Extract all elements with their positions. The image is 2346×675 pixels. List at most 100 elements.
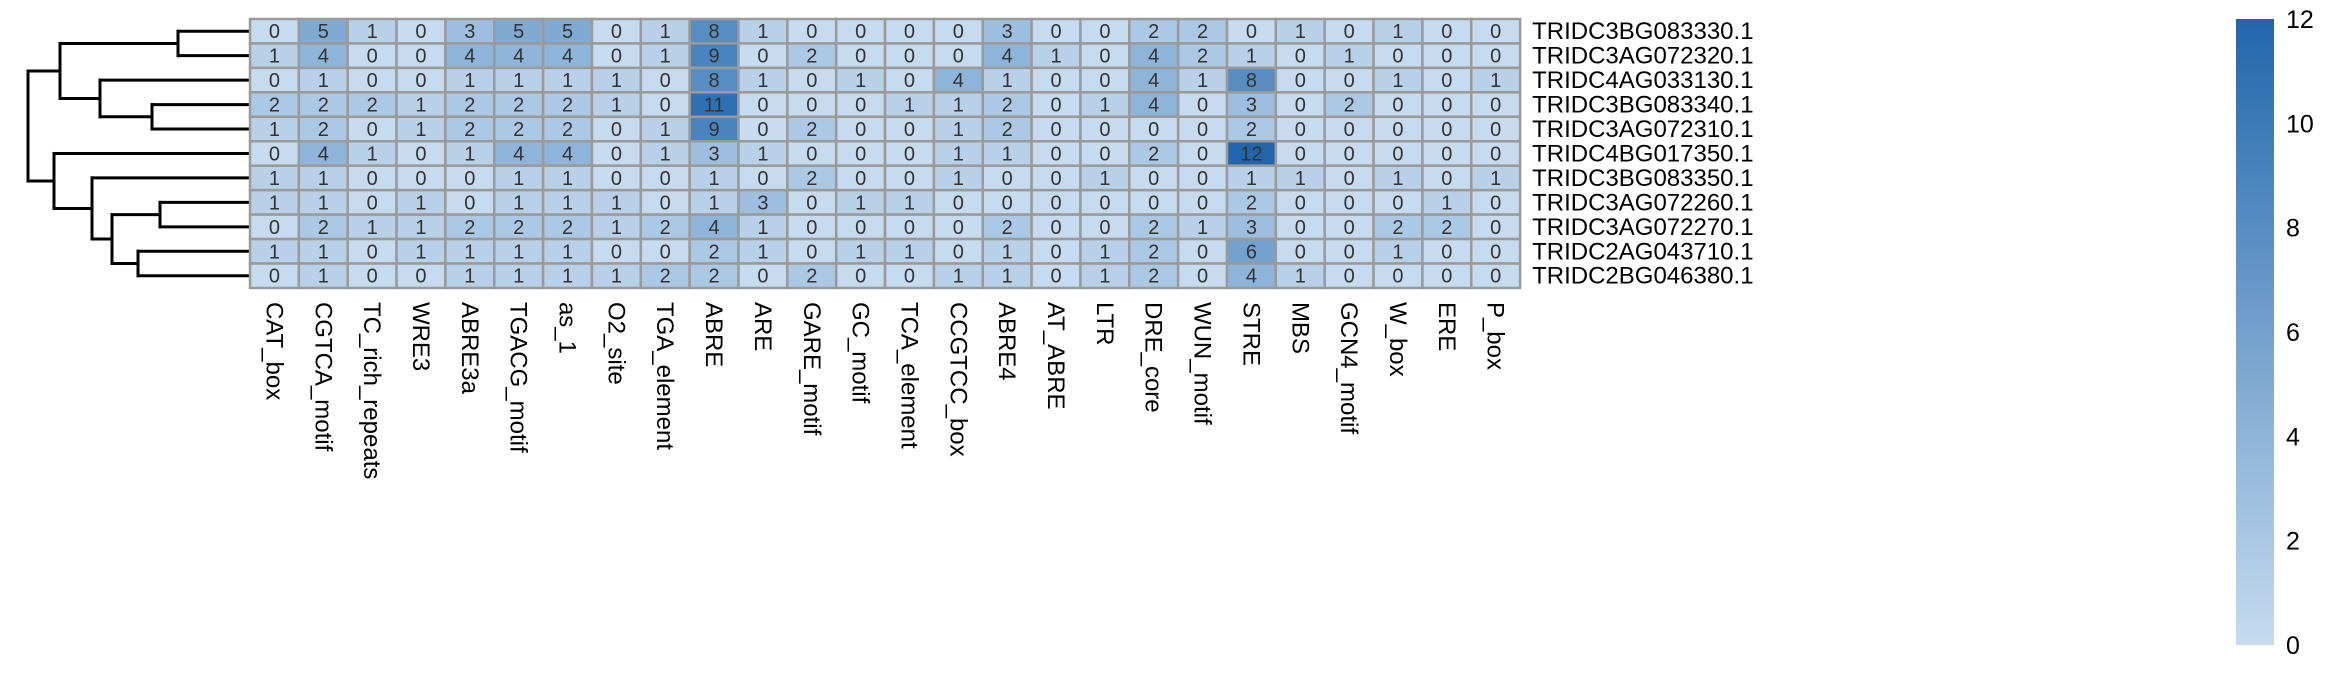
heatmap-cell [1176, 91, 1229, 119]
heatmap-cell [1030, 91, 1082, 119]
heatmap-cell [1079, 164, 1131, 192]
cell-value: 0 [660, 70, 671, 92]
cell-value: 3 [757, 192, 768, 214]
heatmap-cell [1372, 140, 1424, 167]
cell-value: 0 [1441, 241, 1452, 263]
cell-value: 1 [415, 192, 426, 214]
heatmap-cell [444, 17, 496, 45]
cell-value: 0 [904, 217, 915, 239]
cell-value: 1 [1002, 143, 1013, 165]
cell-value: 0 [757, 46, 768, 68]
cell-value: 1 [1295, 266, 1306, 288]
cell-value: 2 [269, 95, 280, 117]
column-label: P_box [1482, 302, 1509, 370]
cell-value: 0 [1197, 241, 1208, 263]
cell-value: 1 [562, 168, 573, 190]
cell-value: 0 [1050, 266, 1061, 288]
heatmap-cell [493, 188, 545, 216]
cell-value: 1 [1099, 168, 1110, 190]
cell-value: 0 [806, 21, 817, 43]
cell-value: 6 [1246, 241, 1257, 263]
cell-value: 0 [953, 217, 964, 239]
cell-value: 4 [562, 46, 573, 68]
heatmap-cell [444, 42, 496, 70]
cell-value: 0 [904, 168, 915, 190]
cell-value: 0 [806, 143, 817, 165]
row-label: TRIDC3BG083340.1 [1532, 92, 1753, 119]
cell-value: 1 [660, 46, 671, 68]
cell-value: 0 [415, 168, 426, 190]
cell-value: 1 [318, 241, 329, 263]
row-label: TRIDC2AG043710.1 [1532, 238, 1753, 265]
cell-value: 1 [367, 217, 378, 239]
cell-value: 9 [709, 46, 720, 68]
cell-value: 0 [904, 119, 915, 141]
cell-value: 11 [704, 95, 725, 117]
cell-value: 0 [1295, 46, 1306, 68]
cell-value: 0 [904, 143, 915, 165]
heatmap-cell [541, 91, 594, 119]
heatmap-cell [248, 237, 301, 265]
cell-value: 0 [1490, 241, 1501, 263]
cell-value: 1 [415, 119, 426, 141]
cell-value: 0 [1344, 168, 1355, 190]
cell-value: 2 [318, 119, 329, 141]
cell-value: 0 [1392, 46, 1403, 68]
heatmap-cell [541, 115, 594, 143]
heatmap-cell [932, 188, 985, 216]
heatmap-cell [297, 115, 349, 143]
cell-value: 0 [1441, 266, 1452, 288]
cell-value: 0 [1197, 192, 1208, 214]
cell-value: 0 [855, 21, 866, 43]
cell-value: 1 [1344, 46, 1355, 68]
cell-value: 2 [1148, 241, 1159, 263]
cell-value: 0 [1490, 143, 1501, 165]
cell-value: 0 [855, 217, 866, 239]
cell-value: 0 [1392, 266, 1403, 288]
heatmap-cell [493, 262, 545, 290]
cell-value: 0 [660, 192, 671, 214]
heatmap-cell [1323, 237, 1375, 265]
heatmap-cell [834, 140, 887, 167]
cell-value: 1 [757, 143, 768, 165]
column-label: CGTCA_motif [309, 302, 336, 452]
cell-value: 1 [1392, 21, 1403, 43]
column-label: CAT_box [260, 302, 287, 400]
cell-value: 0 [367, 119, 378, 141]
color-bar-tick-label: 6 [2286, 319, 2300, 347]
cell-value: 1 [318, 70, 329, 92]
cell-value: 2 [318, 217, 329, 239]
column-label: ARE [749, 302, 776, 351]
column-label: TC_rich_repeats [358, 302, 385, 479]
cell-value: 1 [367, 143, 378, 165]
cell-value: 0 [1197, 119, 1208, 141]
cell-value: 0 [1050, 241, 1061, 263]
cell-value: 0 [904, 21, 915, 43]
column-label: STRE [1237, 302, 1264, 366]
row-label: TRIDC3BG083350.1 [1532, 165, 1753, 192]
heatmap-cell [1470, 262, 1522, 290]
cell-value: 0 [269, 21, 280, 43]
cell-value: 0 [367, 241, 378, 263]
column-label: ERE [1433, 302, 1460, 351]
cell-value: 2 [318, 95, 329, 117]
cell-value: 1 [1490, 168, 1501, 190]
heatmap-cell [1274, 140, 1326, 167]
heatmap-cell [1421, 91, 1473, 119]
cell-value: 4 [953, 70, 964, 92]
cell-value: 0 [1050, 217, 1061, 239]
heatmap-cell [493, 115, 545, 143]
cell-value: 5 [562, 21, 573, 43]
cell-value: 2 [367, 95, 378, 117]
cell-value: 0 [1490, 95, 1501, 117]
cell-value: 0 [1295, 70, 1306, 92]
cell-value: 5 [513, 21, 524, 43]
cell-value: 2 [660, 217, 671, 239]
cell-value: 2 [806, 168, 817, 190]
cell-value: 0 [1197, 168, 1208, 190]
heatmap-cell [1128, 213, 1180, 241]
cell-value: 1 [562, 70, 573, 92]
cell-value: 0 [1441, 46, 1452, 68]
cell-value: 1 [611, 70, 622, 92]
row-label: TRIDC3AG072260.1 [1532, 189, 1753, 216]
